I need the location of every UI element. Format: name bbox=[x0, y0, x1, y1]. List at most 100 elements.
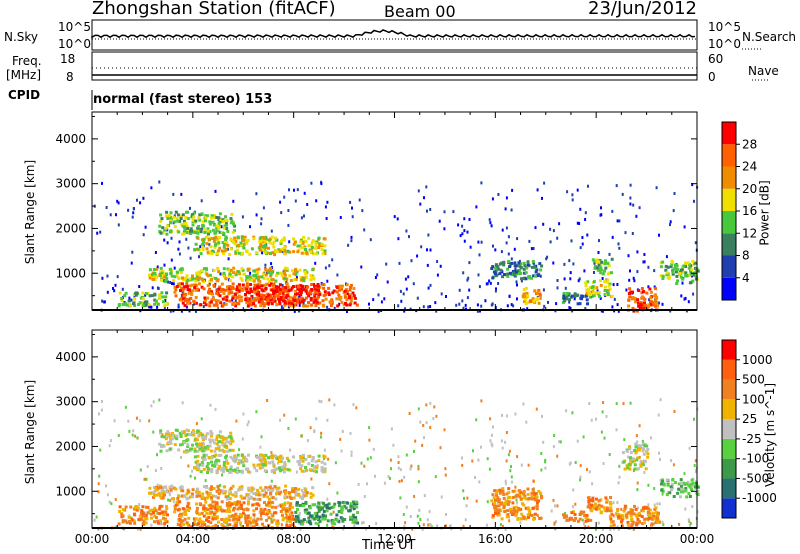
echo-cell bbox=[118, 291, 122, 295]
echo-cell bbox=[668, 491, 672, 495]
echo-cell bbox=[214, 523, 218, 527]
echo-cell bbox=[343, 504, 347, 508]
echo-cell bbox=[665, 493, 669, 497]
echo-cell bbox=[134, 291, 138, 295]
echo-cell bbox=[231, 518, 235, 522]
echo-cell bbox=[158, 484, 162, 488]
echo-cell bbox=[238, 299, 242, 303]
echo-cell bbox=[257, 493, 261, 497]
echo-cell bbox=[337, 293, 341, 297]
echo-cell bbox=[605, 506, 609, 510]
echo-cell bbox=[265, 237, 269, 241]
echo-cell bbox=[252, 492, 256, 496]
echo-cell bbox=[492, 496, 496, 500]
echo-cell bbox=[315, 252, 318, 256]
echo-cell bbox=[226, 243, 230, 247]
echo-cell bbox=[502, 503, 506, 507]
scatter-cell bbox=[108, 500, 111, 504]
echo-cell bbox=[688, 485, 692, 489]
echo-cell bbox=[323, 462, 327, 466]
echo-cell bbox=[274, 505, 278, 509]
colorbar-segment bbox=[722, 122, 736, 145]
scatter-cell bbox=[410, 464, 413, 468]
echo-cell bbox=[517, 261, 521, 265]
echo-cell bbox=[207, 516, 211, 519]
echo-cell bbox=[321, 282, 325, 286]
echo-cell bbox=[336, 304, 340, 308]
echo-cell bbox=[197, 216, 201, 220]
echo-cell bbox=[303, 304, 307, 308]
echo-cell bbox=[212, 239, 216, 243]
echo-cell bbox=[598, 279, 602, 283]
echo-cell bbox=[194, 437, 198, 441]
echo-cell bbox=[211, 500, 215, 504]
echo-cell bbox=[128, 521, 132, 525]
echo-cell bbox=[201, 458, 205, 462]
echo-cell bbox=[299, 467, 303, 471]
echo-cell bbox=[200, 433, 204, 437]
echo-cell bbox=[208, 287, 212, 291]
scatter-cell bbox=[114, 498, 117, 501]
echo-cell bbox=[606, 261, 610, 265]
echo-cell bbox=[173, 290, 177, 294]
scatter-cell bbox=[656, 502, 659, 506]
scatter-cell bbox=[409, 515, 412, 518]
echo-cell bbox=[270, 500, 274, 504]
scatter-cell bbox=[409, 467, 412, 471]
scatter-cell bbox=[490, 442, 493, 446]
echo-cell bbox=[234, 456, 238, 460]
echo-cell bbox=[638, 444, 642, 448]
scatter-cell bbox=[532, 479, 535, 483]
echo-cell bbox=[205, 242, 209, 246]
scatter-cell bbox=[504, 479, 507, 483]
scatter-cell bbox=[594, 527, 597, 531]
echo-cell bbox=[218, 430, 222, 434]
echo-cell bbox=[317, 246, 321, 250]
echo-cell bbox=[200, 456, 204, 460]
scatter-cell bbox=[647, 483, 650, 487]
echo-cell bbox=[211, 296, 215, 300]
echo-cell bbox=[133, 507, 137, 511]
echo-cell bbox=[691, 279, 695, 283]
scatter-cell bbox=[661, 520, 664, 524]
scatter-cell bbox=[398, 261, 401, 265]
scatter-cell bbox=[277, 461, 279, 465]
echo-cell bbox=[314, 247, 318, 250]
scatter-cell bbox=[375, 522, 378, 526]
scatter-cell bbox=[605, 414, 608, 418]
echo-cell bbox=[335, 297, 339, 301]
echo-cell bbox=[565, 514, 568, 518]
scatter-cell bbox=[238, 448, 241, 452]
scatter-cell bbox=[542, 440, 545, 444]
echo-cell bbox=[202, 467, 206, 471]
echo-cell bbox=[256, 456, 260, 459]
echo-cell bbox=[343, 289, 347, 293]
scatter-cell bbox=[556, 286, 559, 290]
scatter-cell bbox=[360, 461, 363, 465]
echo-cell bbox=[272, 518, 276, 522]
scatter-cell bbox=[366, 482, 368, 486]
echo-cell bbox=[519, 497, 523, 501]
scatter-cell bbox=[386, 280, 389, 284]
scatter-cell bbox=[105, 484, 107, 488]
scatter-cell bbox=[403, 309, 406, 313]
echo-cell bbox=[224, 247, 228, 251]
echo-cell bbox=[316, 295, 320, 299]
scatter-cell bbox=[611, 235, 614, 239]
scatter-cell bbox=[161, 433, 164, 437]
echo-cell bbox=[621, 514, 625, 518]
echo-cell bbox=[271, 496, 275, 500]
colorbar-segment bbox=[722, 233, 736, 256]
scatter-cell bbox=[392, 443, 395, 447]
scatter-cell bbox=[402, 513, 405, 516]
echo-cell bbox=[209, 496, 213, 500]
echo-cell bbox=[169, 439, 172, 443]
scatter-cell bbox=[475, 205, 478, 209]
scatter-cell bbox=[383, 297, 386, 301]
scatter-cell bbox=[556, 236, 559, 240]
echo-cell bbox=[189, 495, 193, 499]
echo-cell bbox=[635, 521, 639, 525]
scatter-cell bbox=[357, 483, 360, 486]
echo-cell bbox=[323, 249, 327, 253]
scatter-cell bbox=[546, 255, 549, 259]
